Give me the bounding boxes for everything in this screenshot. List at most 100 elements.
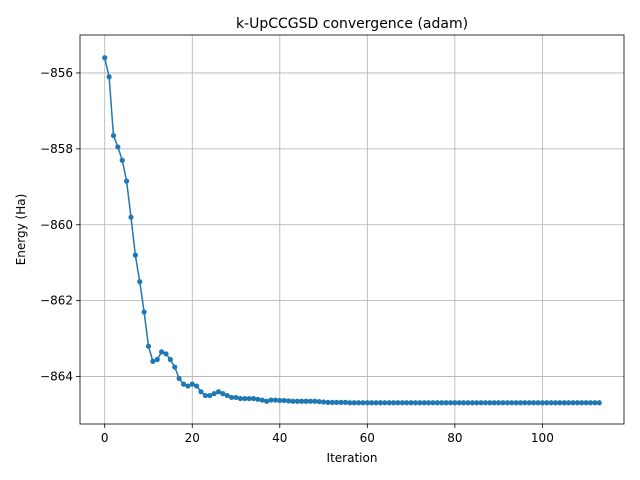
data-point xyxy=(250,395,257,402)
x-tick-label: 60 xyxy=(360,431,375,445)
x-tick-label: 20 xyxy=(185,431,200,445)
data-point xyxy=(531,400,537,406)
data-point xyxy=(496,400,502,406)
data-point xyxy=(517,400,524,406)
data-point xyxy=(110,132,117,139)
data-point xyxy=(334,399,340,405)
data-point xyxy=(539,400,545,406)
y-axis-ticks: −856 −858 −860 −862 −864 xyxy=(40,66,80,384)
data-point xyxy=(106,74,112,80)
data-point xyxy=(500,400,506,406)
x-tick-label: 40 xyxy=(272,431,287,445)
data-point xyxy=(469,400,475,406)
data-point xyxy=(242,395,248,402)
data-point xyxy=(570,400,576,406)
x-axis-ticks: 0 20 40 60 80 100 xyxy=(101,424,554,445)
data-point xyxy=(259,397,265,403)
data-point xyxy=(474,400,480,406)
data-point xyxy=(124,178,130,184)
data-point xyxy=(456,400,462,406)
data-point xyxy=(102,55,108,61)
x-axis-label: Iteration xyxy=(327,451,378,465)
data-point xyxy=(180,381,187,387)
series-layer xyxy=(102,55,602,406)
data-point xyxy=(522,400,528,406)
data-point xyxy=(421,400,427,406)
data-point xyxy=(272,397,279,403)
chart-title: k-UpCCGSD convergence (adam) xyxy=(236,16,468,32)
data-point xyxy=(478,400,484,406)
data-point xyxy=(360,400,366,406)
y-tick-label: −860 xyxy=(40,218,73,232)
data-point xyxy=(307,398,314,404)
data-point xyxy=(167,356,173,363)
data-point xyxy=(189,381,195,387)
data-point xyxy=(465,400,471,406)
x-tick-label: 80 xyxy=(447,431,462,445)
data-point xyxy=(557,400,563,406)
data-point xyxy=(312,398,318,404)
x-tick-label: 100 xyxy=(531,431,554,445)
data-point xyxy=(277,397,283,404)
data-point xyxy=(220,391,226,397)
data-point xyxy=(390,400,397,406)
data-point xyxy=(579,400,585,406)
data-point xyxy=(399,400,405,406)
data-point xyxy=(386,400,392,406)
data-point xyxy=(347,400,353,406)
data-point xyxy=(491,400,497,406)
y-tick-label: −862 xyxy=(40,294,73,308)
data-point xyxy=(237,395,243,402)
data-point xyxy=(224,392,230,399)
data-point xyxy=(592,400,598,406)
data-point xyxy=(513,400,519,406)
data-point xyxy=(338,399,344,405)
y-tick-label: −856 xyxy=(40,66,73,80)
data-point xyxy=(561,400,567,406)
data-point xyxy=(369,400,375,406)
data-point xyxy=(281,397,287,404)
data-point xyxy=(412,400,419,406)
data-point xyxy=(320,399,327,405)
data-point xyxy=(342,399,349,405)
grid xyxy=(80,35,624,424)
data-point xyxy=(207,392,213,399)
data-point xyxy=(115,144,121,150)
data-point xyxy=(255,396,261,402)
data-point xyxy=(574,400,580,406)
data-point xyxy=(544,400,550,406)
data-point xyxy=(303,398,309,404)
data-point xyxy=(351,400,357,406)
data-point xyxy=(290,398,296,404)
data-point xyxy=(141,309,147,315)
data-point xyxy=(316,399,322,405)
data-point xyxy=(329,399,335,405)
data-point xyxy=(382,400,388,406)
data-point xyxy=(202,392,208,399)
data-point xyxy=(408,400,414,406)
data-point xyxy=(176,375,182,382)
data-point xyxy=(548,400,554,406)
data-point xyxy=(211,391,217,397)
data-point xyxy=(425,400,432,406)
data-point xyxy=(504,400,510,406)
data-point xyxy=(509,400,515,406)
data-point xyxy=(373,400,379,406)
data-point xyxy=(395,400,401,406)
data-point xyxy=(128,214,134,220)
data-point xyxy=(194,383,200,389)
data-point xyxy=(268,397,274,403)
data-point xyxy=(526,400,532,406)
y-axis-label: Energy (Ha) xyxy=(14,194,28,266)
y-tick-label: −864 xyxy=(40,370,73,384)
data-point xyxy=(364,400,370,406)
data-point xyxy=(132,252,138,258)
data-point xyxy=(355,400,362,406)
data-point xyxy=(587,400,594,406)
data-point xyxy=(535,400,541,406)
data-point xyxy=(583,400,589,406)
data-point xyxy=(163,351,169,357)
data-point xyxy=(198,389,204,395)
data-point xyxy=(172,364,178,370)
